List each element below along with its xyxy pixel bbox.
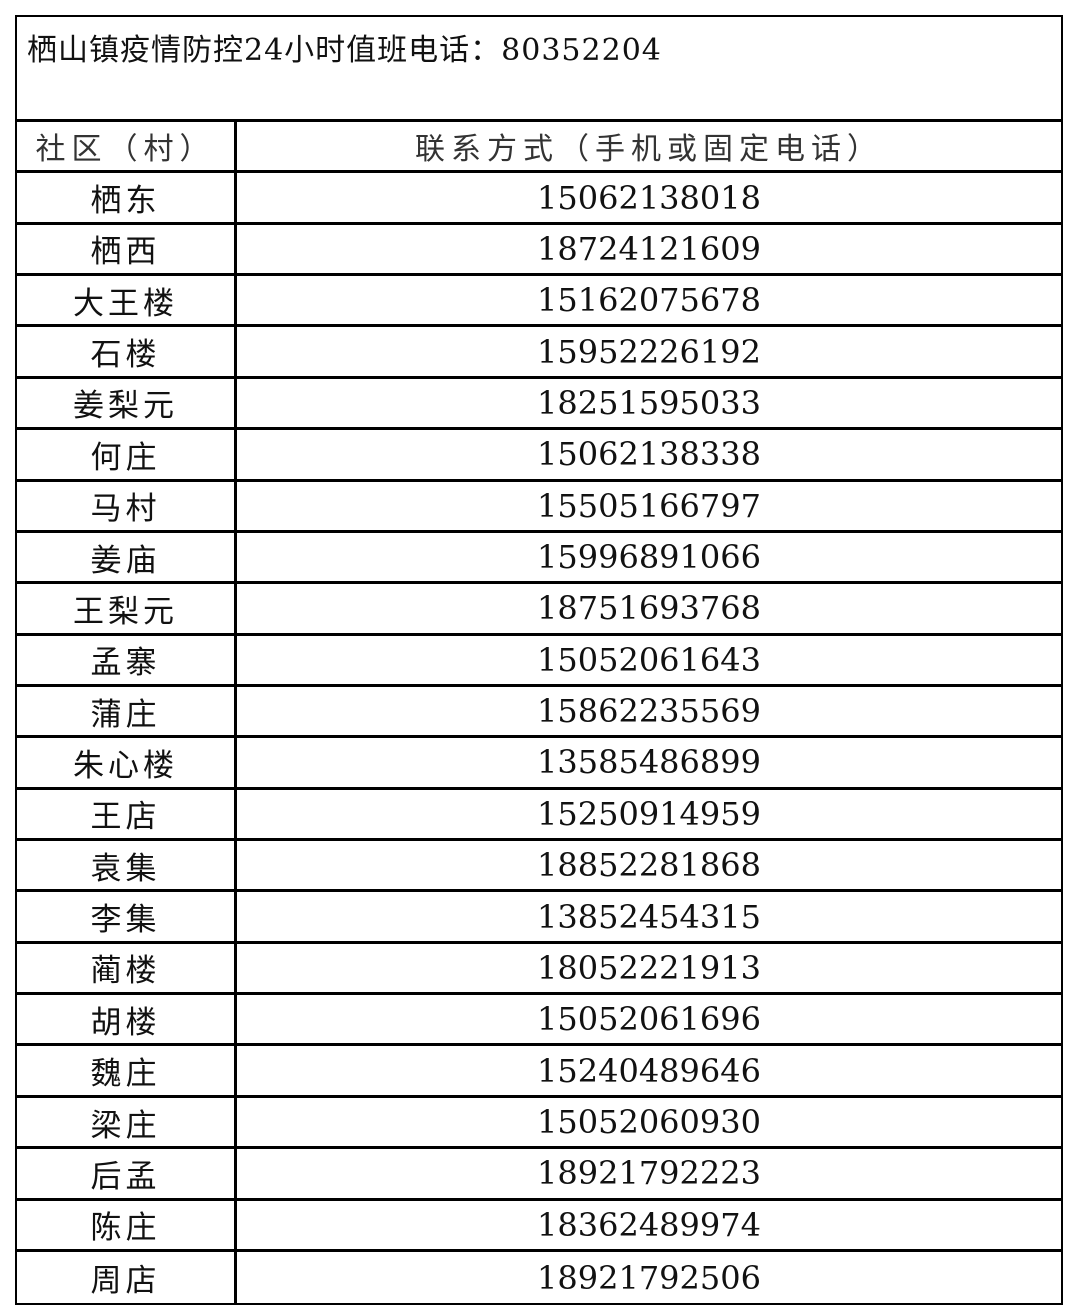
phone-number: 18251595033: [537, 383, 761, 422]
table-row: 孟寨 15052061643: [17, 635, 1061, 687]
table-row: 石楼 15952226192: [17, 327, 1061, 379]
community-name: 孟寨: [17, 635, 237, 684]
community-name: 周店: [17, 1251, 237, 1304]
phone-number: 15862235569: [537, 692, 761, 731]
community-name: 梁庄: [17, 1097, 237, 1147]
contact-table: 栖山镇疫情防控24小时值班电话：80352204 社区（村） 联系方式（手机或固…: [15, 15, 1063, 1306]
phone-number: 15052061696: [537, 1000, 761, 1039]
phone-number: 15162075678: [537, 281, 761, 320]
table-row: 胡楼 15052061696: [17, 995, 1061, 1047]
community-name: 胡楼: [17, 995, 237, 1044]
table-row: 蒲庄 15862235569: [17, 686, 1061, 739]
community-name: 王店: [17, 789, 237, 839]
phone-number: 18852281868: [537, 846, 761, 885]
community-name: 后孟: [17, 1149, 237, 1198]
phone-number: 15250914959: [537, 794, 761, 833]
community-name: 石楼: [17, 327, 237, 376]
phone-number: 15505166797: [537, 486, 761, 525]
community-name: 李集: [17, 892, 237, 941]
community-name: 栖东: [17, 173, 237, 222]
header-contact: 联系方式（手机或固定电话）: [415, 132, 883, 168]
phone-number: 15062138338: [537, 435, 761, 474]
phone-number: 15062138018: [537, 178, 761, 217]
phone-number: 15052060930: [537, 1103, 761, 1141]
community-name: 王梨元: [17, 584, 237, 633]
table-row: 王店 15250914959: [17, 789, 1061, 842]
table-row: 李集 13852454315: [17, 892, 1061, 944]
table-row: 袁集 18852281868: [17, 841, 1061, 893]
table-row: 大王楼 15162075678: [17, 276, 1061, 328]
table-row: 马村 15505166797: [17, 481, 1061, 533]
community-name: 蔺楼: [17, 943, 237, 993]
table-row: 梁庄 15052060930: [17, 1097, 1061, 1150]
phone-number: 18921792223: [537, 1154, 761, 1193]
community-name: 栖西: [17, 224, 237, 274]
community-name: 大王楼: [17, 276, 237, 325]
phone-number: 18751693768: [537, 589, 761, 628]
phone-number: 18362489974: [537, 1205, 761, 1244]
table-title: 栖山镇疫情防控24小时值班电话：80352204: [17, 17, 1061, 122]
table-row: 朱心楼 13585486899: [17, 738, 1061, 790]
table-row: 周店 18921792506: [17, 1251, 1061, 1304]
table-row: 栖西 18724121609: [17, 224, 1061, 277]
table-row: 姜梨元 18251595033: [17, 378, 1061, 431]
phone-number: 13852454315: [537, 897, 761, 936]
table-row: 何庄 15062138338: [17, 430, 1061, 482]
table-row: 后孟 18921792223: [17, 1149, 1061, 1201]
community-name: 朱心楼: [17, 738, 237, 787]
community-name: 蒲庄: [17, 686, 237, 736]
phone-number: 18724121609: [537, 229, 761, 268]
table-row: 栖东 15062138018: [17, 173, 1061, 225]
community-name: 马村: [17, 481, 237, 530]
community-name: 姜梨元: [17, 378, 237, 428]
table-row: 王梨元 18751693768: [17, 584, 1061, 636]
phone-number: 15952226192: [537, 332, 761, 371]
community-name: 魏庄: [17, 1046, 237, 1095]
phone-number: 15996891066: [537, 538, 761, 577]
table-row: 魏庄 15240489646: [17, 1046, 1061, 1098]
table-row: 陈庄 18362489974: [17, 1200, 1061, 1252]
header-row: 社区（村） 联系方式（手机或固定电话）: [17, 122, 1061, 174]
table-row: 姜庙 15996891066: [17, 532, 1061, 585]
table-row: 蔺楼 18052221913: [17, 943, 1061, 996]
community-name: 何庄: [17, 430, 237, 479]
community-name: 姜庙: [17, 532, 237, 582]
header-community: 社区（村）: [17, 122, 237, 171]
community-name: 袁集: [17, 841, 237, 890]
phone-number: 15052061643: [537, 640, 761, 679]
phone-number: 18921792506: [537, 1258, 761, 1297]
phone-number: 18052221913: [537, 948, 761, 987]
community-name: 陈庄: [17, 1200, 237, 1249]
phone-number: 15240489646: [537, 1051, 761, 1090]
phone-number: 13585486899: [537, 743, 761, 782]
